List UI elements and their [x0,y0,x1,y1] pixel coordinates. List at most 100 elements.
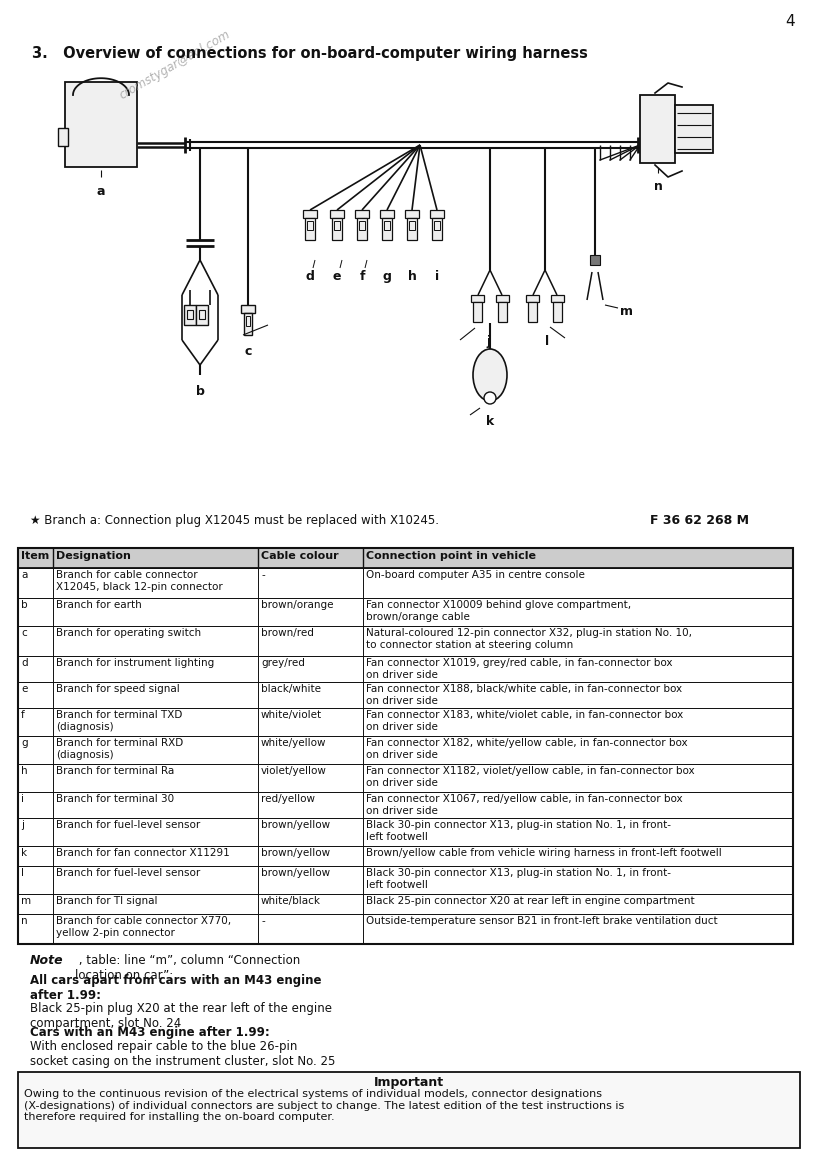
Bar [18,598,793,626]
Text: i: i [435,270,439,283]
Circle shape [484,393,496,404]
Bar [675,105,713,153]
Ellipse shape [473,349,507,401]
Text: white/violet: white/violet [261,710,322,720]
Text: n: n [654,179,663,193]
Text: Fan connector X10009 behind glove compartment,
brown/orange cable: Fan connector X10009 behind glove compar… [366,600,631,622]
Text: Branch for terminal RXD
(diagnosis): Branch for terminal RXD (diagnosis) [56,738,183,760]
Text: Branch for terminal 30: Branch for terminal 30 [56,794,174,804]
Text: Black 25-pin connector X20 at rear left in engine compartment: Black 25-pin connector X20 at rear left … [366,896,694,906]
Text: brown/orange: brown/orange [261,600,334,610]
Text: Branch for fuel-level sensor: Branch for fuel-level sensor [56,820,200,830]
Text: Branch for terminal TXD
(diagnosis): Branch for terminal TXD (diagnosis) [56,710,182,732]
Bar [18,655,793,682]
Text: brown/yellow: brown/yellow [261,820,330,830]
Text: m: m [620,305,633,318]
Text: brown/yellow: brown/yellow [261,848,330,858]
Text: brown/yellow: brown/yellow [261,868,330,878]
Text: Designation: Designation [56,551,131,560]
Bar [355,210,369,218]
Text: d: d [306,270,314,283]
Bar [184,305,196,325]
Text: Fan connector X1182, violet/yellow cable, in fan-connector box
on driver side: Fan connector X1182, violet/yellow cable… [366,765,694,787]
Text: h: h [407,270,416,283]
Text: -: - [261,916,265,926]
Bar [18,792,793,818]
Bar [18,548,793,569]
Bar [380,210,394,218]
Bar [18,818,793,846]
Text: l: l [545,335,549,349]
Text: Fan connector X1067, red/yellow cable, in fan-connector box
on driver side: Fan connector X1067, red/yellow cable, i… [366,794,683,815]
Bar [496,295,509,302]
Text: g: g [21,738,28,748]
Bar [18,569,793,598]
Bar [432,218,442,240]
Text: , table: line “m”, column “Connection
location on car”:: , table: line “m”, column “Connection lo… [75,954,300,982]
Text: Cable colour: Cable colour [261,551,339,560]
Bar [307,221,313,230]
Bar [640,95,675,163]
Text: Branch for operating switch: Branch for operating switch [56,628,201,638]
Text: Fan connector X182, white/yellow cable, in fan-connector box
on driver side: Fan connector X182, white/yellow cable, … [366,738,688,760]
Bar [187,310,193,318]
Bar [18,548,793,944]
Bar [18,846,793,866]
Bar [473,302,482,322]
Bar [471,295,484,302]
Bar [498,302,507,322]
Bar [18,914,793,944]
Bar [332,218,342,240]
Text: j: j [21,820,24,830]
Text: Fan connector X1019, grey/red cable, in fan-connector box
on driver side: Fan connector X1019, grey/red cable, in … [366,658,672,680]
Bar [244,313,252,335]
Bar [18,708,793,736]
Text: Fan connector X183, white/violet cable, in fan-connector box
on driver side: Fan connector X183, white/violet cable, … [366,710,683,732]
Text: b: b [196,384,204,398]
Bar [303,210,317,218]
Text: Connection point in vehicle: Connection point in vehicle [366,551,536,560]
Text: F 36 62 268 M: F 36 62 268 M [650,514,749,527]
Text: Cars with an M43 engine after 1.99:: Cars with an M43 engine after 1.99: [30,1026,270,1039]
Text: All cars apart from cars with an M43 engine
after 1.99:: All cars apart from cars with an M43 eng… [30,974,321,1002]
Bar [434,221,440,230]
Text: brown/red: brown/red [261,628,314,638]
Text: Item: Item [21,551,49,560]
Text: k: k [21,848,27,858]
Text: 4: 4 [785,14,795,29]
Bar [384,221,390,230]
Text: a: a [21,570,27,580]
Text: Branch for cable connector X770,
yellow 2-pin connector: Branch for cable connector X770, yellow … [56,916,231,938]
Text: e: e [333,270,341,283]
Bar [330,210,344,218]
Bar [357,218,367,240]
Text: Black 30-pin connector X13, plug-in station No. 1, in front-
left footwell: Black 30-pin connector X13, plug-in stat… [366,868,671,889]
Bar [528,302,537,322]
Text: j: j [486,335,490,349]
Text: d: d [21,658,28,668]
Bar [58,129,68,146]
Text: Black 30-pin connector X13, plug-in station No. 1, in front-
left footwell: Black 30-pin connector X13, plug-in stat… [366,820,671,842]
Bar [18,1072,800,1148]
Bar [246,316,250,327]
Bar [18,626,793,655]
Bar [430,210,444,218]
Bar [334,221,340,230]
Text: 3.   Overview of connections for on-board-computer wiring harness: 3. Overview of connections for on-board-… [32,46,588,61]
Text: Fan connector X188, black/white cable, in fan-connector box
on driver side: Fan connector X188, black/white cable, i… [366,684,682,705]
Text: -: - [261,570,265,580]
Text: Branch for terminal Ra: Branch for terminal Ra [56,765,174,776]
Text: Note: Note [30,954,64,967]
Text: Branch for speed signal: Branch for speed signal [56,684,180,694]
Text: m: m [21,896,31,906]
Bar [18,682,793,708]
Bar [407,218,417,240]
Text: Black 25-pin plug X20 at the rear left of the engine
compartment, slot No. 24: Black 25-pin plug X20 at the rear left o… [30,1002,332,1029]
Bar [526,295,539,302]
Text: c: c [21,628,27,638]
Text: Brown/yellow cable from vehicle wiring harness in front-left footwell: Brown/yellow cable from vehicle wiring h… [366,848,721,858]
Text: Branch for earth: Branch for earth [56,600,142,610]
Text: i: i [21,794,24,804]
Text: Branch for fan connector X11291: Branch for fan connector X11291 [56,848,230,858]
Text: c: c [245,345,252,358]
